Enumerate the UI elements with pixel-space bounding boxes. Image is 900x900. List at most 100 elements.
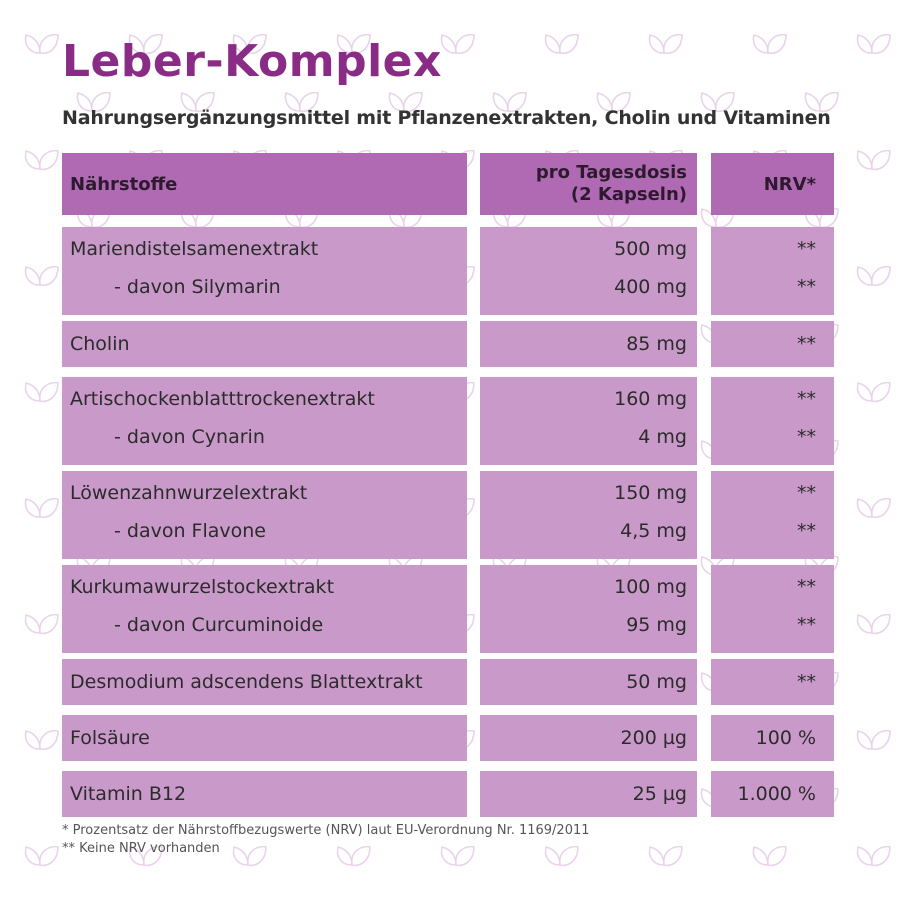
leaf-outline-icon (752, 33, 787, 55)
row-group-8-amount: 25 µg (480, 771, 697, 817)
leaf-outline-icon (752, 845, 787, 867)
nrv-value: ** (797, 388, 816, 410)
row-group-1-name: Mariendistelsamenextrakt - davon Silymari… (62, 227, 467, 315)
header-nrv: NRV* (711, 153, 834, 215)
leaf-outline-icon (24, 729, 59, 751)
nutrient-name: - davon Silymarin (114, 276, 281, 298)
amount-value: 100 mg (614, 576, 687, 598)
leaf-outline-icon (24, 845, 59, 867)
leaf-outline-icon (128, 845, 163, 867)
leaf-outline-icon (492, 91, 527, 113)
row-group-5-amount: 100 mg 95 mg (480, 565, 697, 653)
nutrient-name: - davon Cynarin (114, 426, 265, 448)
leaf-outline-icon (336, 845, 371, 867)
row-group-7-nrv: 100 % (711, 715, 834, 761)
amount-value: 85 mg (626, 333, 687, 355)
row-group-3-amount: 160 mg 4 mg (480, 377, 697, 465)
nrv-value: 1.000 % (737, 783, 817, 805)
row-group-8-name: Vitamin B12 (62, 771, 467, 817)
leaf-outline-icon (648, 33, 683, 55)
header-per-dose-line2: (2 Kapseln) (570, 184, 687, 205)
leaf-outline-icon (856, 265, 891, 287)
row-group-5-name: Kurkumawurzelstockextrakt - davon Curcumi… (62, 565, 467, 653)
row-group-2-amount: 85 mg (480, 321, 697, 367)
leaf-outline-icon (24, 497, 59, 519)
row-group-6-nrv: ** (711, 659, 834, 705)
nrv-value: ** (797, 482, 816, 504)
leaf-outline-icon (856, 381, 891, 403)
amount-value: 95 mg (626, 614, 687, 636)
amount-value: 4,5 mg (620, 520, 687, 542)
nutrient-name: Vitamin B12 (70, 783, 187, 805)
leaf-outline-icon (804, 91, 839, 113)
row-group-8-nrv: 1.000 % (711, 771, 834, 817)
nrv-value: ** (797, 671, 816, 693)
amount-value: 160 mg (614, 388, 687, 410)
row-group-4-amount: 150 mg 4,5 mg (480, 471, 697, 559)
leaf-outline-icon (856, 845, 891, 867)
header-per-dose-line1: pro Tagesdosis (535, 162, 687, 183)
nrv-value: ** (797, 576, 816, 598)
leaf-outline-icon (24, 265, 59, 287)
header-per-dose: pro Tagesdosis (2 Kapseln) (480, 153, 697, 215)
leaf-outline-icon (24, 613, 59, 635)
row-group-7-name: Folsäure (62, 715, 467, 761)
leaf-outline-icon (700, 91, 735, 113)
amount-value: 150 mg (614, 482, 687, 504)
nutrient-name: - davon Flavone (114, 520, 266, 542)
leaf-outline-icon (544, 845, 579, 867)
leaf-outline-icon (856, 149, 891, 171)
leaf-outline-icon (232, 845, 267, 867)
leaf-outline-icon (856, 497, 891, 519)
nutrient-name: - davon Curcuminoide (114, 614, 324, 636)
row-group-4-nrv: ** ** (711, 471, 834, 559)
row-group-2-name: Cholin (62, 321, 467, 367)
product-subtitle: Nahrungsergänzungsmittel mit Pflanzenext… (62, 107, 831, 129)
nutrient-name: Cholin (70, 333, 130, 355)
leaf-outline-icon (76, 91, 111, 113)
leaf-outline-icon (336, 33, 371, 55)
leaf-outline-icon (232, 33, 267, 55)
row-group-4-name: Löwenzahnwurzelextrakt - davon Flavone (62, 471, 467, 559)
amount-value: 200 µg (620, 727, 687, 749)
header-nrv-label: NRV* (763, 173, 816, 195)
nrv-value: ** (797, 426, 816, 448)
nrv-value: ** (797, 614, 816, 636)
row-group-5-nrv: ** ** (711, 565, 834, 653)
leaf-outline-icon (24, 33, 59, 55)
row-group-3-name: Artischockenblatttrockenextrakt - davon C… (62, 377, 467, 465)
nutrient-name: Desmodium adscendens Blattextrakt (70, 671, 423, 693)
row-group-1-nrv: ** ** (711, 227, 834, 315)
leaf-outline-icon (856, 33, 891, 55)
amount-value: 400 mg (614, 276, 687, 298)
row-group-1-amount: 500 mg 400 mg (480, 227, 697, 315)
leaf-outline-icon (440, 33, 475, 55)
leaf-outline-icon (24, 381, 59, 403)
leaf-outline-icon (24, 149, 59, 171)
footnote-nrv: * Prozentsatz der Nährstoffbezugswerte (… (62, 823, 590, 838)
product-title: Leber-Komplex (62, 36, 442, 87)
header-nutrients-label: Nährstoffe (70, 173, 178, 195)
leaf-outline-icon (180, 91, 215, 113)
amount-value: 25 µg (632, 783, 687, 805)
row-group-6-name: Desmodium adscendens Blattextrakt (62, 659, 467, 705)
row-group-2-nrv: ** (711, 321, 834, 367)
nrv-value: ** (797, 238, 816, 260)
nrv-value: ** (797, 333, 816, 355)
amount-value: 50 mg (626, 671, 687, 693)
nrv-value: ** (797, 520, 816, 542)
nutrient-name: Artischockenblatttrockenextrakt (70, 388, 375, 410)
leaf-outline-icon (544, 33, 579, 55)
leaf-outline-icon (440, 845, 475, 867)
leaf-outline-icon (284, 91, 319, 113)
leaf-outline-icon (648, 845, 683, 867)
nutrient-name: Kurkumawurzelstockextrakt (70, 576, 335, 598)
row-group-6-amount: 50 mg (480, 659, 697, 705)
row-group-3-nrv: ** ** (711, 377, 834, 465)
footnote-no-nrv: ** Keine NRV vorhanden (62, 841, 220, 856)
nutrient-name: Mariendistelsamenextrakt (70, 238, 319, 260)
row-group-7-amount: 200 µg (480, 715, 697, 761)
leaf-outline-icon (856, 613, 891, 635)
leaf-outline-icon (596, 91, 631, 113)
